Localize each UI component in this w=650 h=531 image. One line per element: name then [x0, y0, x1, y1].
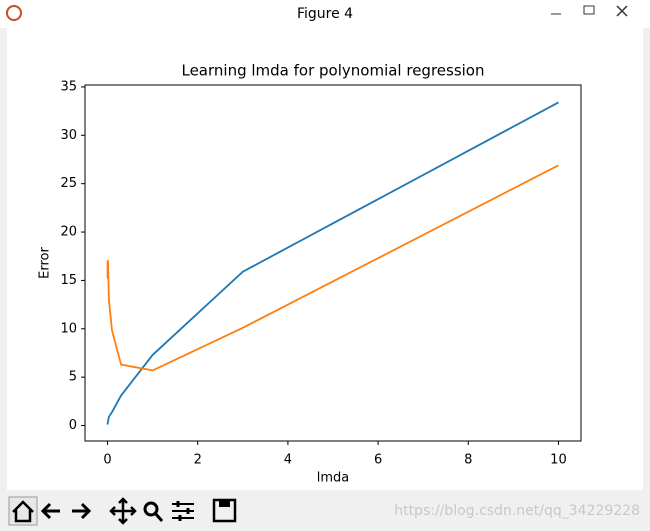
axes-frame — [84, 84, 582, 442]
y-tick-label: 20 — [60, 225, 77, 240]
x-tick-label: 2 — [194, 453, 202, 468]
save-icon — [219, 500, 230, 507]
y-tick-label: 25 — [60, 176, 77, 191]
home-icon — [12, 500, 34, 523]
x-tick-label: 6 — [374, 453, 382, 468]
series-line — [106, 164, 559, 372]
slider-marks — [176, 501, 190, 521]
configure-button[interactable] — [172, 503, 194, 519]
watermark: https://blog.csdn.net/qq_34229228 — [394, 503, 640, 519]
x-tick-label: 8 — [464, 453, 472, 468]
toolbar — [8, 496, 237, 526]
close-button[interactable] — [616, 5, 628, 17]
chart-title: Learning lmda for polynomial regression — [181, 62, 484, 80]
x-axis-label: lmda — [317, 471, 350, 486]
y-tick-label: 10 — [60, 321, 77, 336]
x-tick-label: 0 — [103, 453, 111, 468]
x-tick-label: 10 — [550, 453, 567, 468]
y-tick-label: 30 — [60, 128, 77, 143]
y-tick-label: 35 — [60, 79, 77, 94]
back-button[interactable] — [40, 502, 60, 520]
window-title: Figure 4 — [297, 6, 353, 22]
app-icon — [6, 5, 22, 21]
zoom-button[interactable] — [143, 501, 159, 517]
y-tick-label: 5 — [69, 370, 77, 385]
x-tick-label: 4 — [284, 453, 292, 468]
maximize-button[interactable] — [583, 5, 595, 15]
y-tick-label: 15 — [60, 273, 77, 288]
figure-canvas — [7, 28, 643, 490]
y-axis-label: Error — [38, 247, 53, 279]
title-bar — [0, 0, 650, 28]
y-tick-label: 0 — [69, 418, 77, 433]
zoom-handle — [153, 512, 164, 522]
pan-button[interactable] — [109, 497, 137, 525]
series-line — [106, 101, 559, 425]
forward-button[interactable] — [72, 502, 92, 520]
